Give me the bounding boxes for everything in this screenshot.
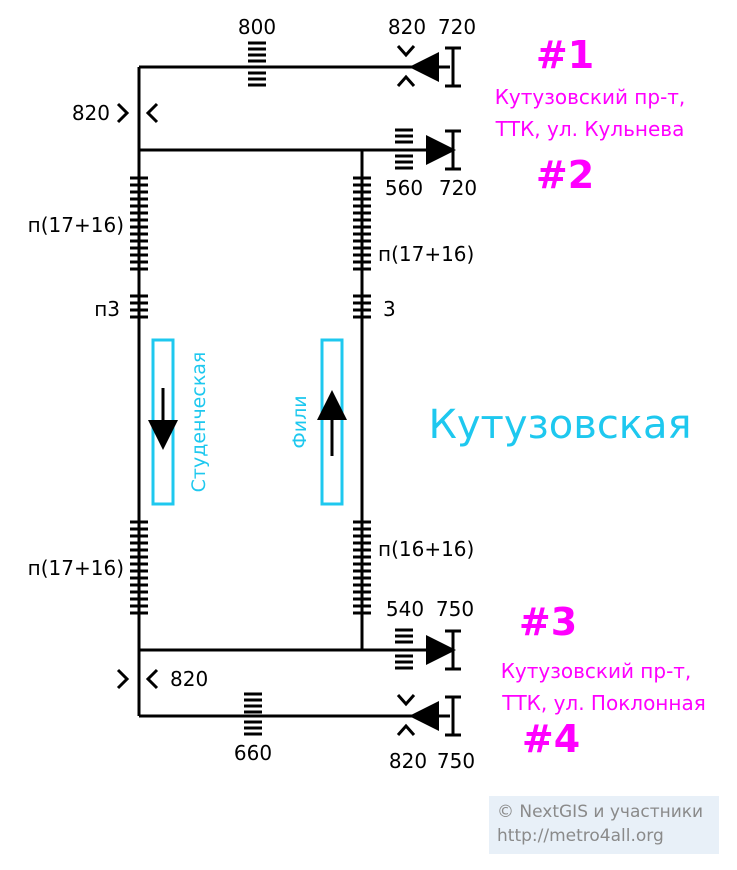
right-short-stairs-icon [353, 294, 371, 319]
exit4-ramp-top-icon [396, 694, 416, 707]
exit1-ramp-label: 820 [388, 15, 426, 39]
exit1-ramp-bottom-icon [396, 74, 416, 87]
exit4-number: #4 [522, 717, 580, 761]
exit4-ramp-label: 820 [389, 749, 427, 773]
exit3-desc-line2: ТТК, ул. Поклонная [501, 691, 706, 715]
top-stairs-icon [248, 41, 266, 87]
exit3-gate-label: 750 [436, 597, 474, 621]
left-ramp-bottom-label: 820 [170, 667, 208, 691]
exit4-ramp-bottom-icon [396, 723, 416, 736]
right-upper-stairs-label: п(17+16) [378, 242, 474, 266]
exit4-gate-label: 750 [437, 749, 475, 773]
credit-copyright: © NextGIS и участники [497, 802, 704, 822]
left-ramp-top-inner-icon [145, 102, 159, 124]
right-platform-box [320, 338, 344, 506]
credit-link[interactable]: http://metro4all.org [497, 826, 664, 846]
exit1-gate-icon [445, 46, 461, 88]
exit4-gate-icon [445, 695, 461, 737]
exit3-stairs-icon [395, 628, 413, 670]
left-lower-stairs-label: п(17+16) [28, 556, 124, 580]
direction-arrows [362, 52, 456, 731]
exit1-gate-label: 720 [438, 15, 476, 39]
left-ramp-bottom-outer-icon [116, 668, 130, 690]
right-upper-stairs-icon [353, 176, 371, 271]
right-lower-stairs-icon [353, 520, 371, 615]
gates [445, 46, 461, 737]
exit3-desc-line1: Кутузовский пр-т, [501, 659, 692, 683]
stairs [130, 41, 413, 736]
left-lower-stairs-icon [130, 520, 148, 615]
left-ramp-top-label: 820 [72, 101, 110, 125]
labels: 800 820 720 820 560 720 п(17+16) п(17+16… [28, 15, 477, 773]
left-platform-label: Студенческая [188, 352, 210, 493]
exit1-desc-line2: ТТК, ул. Кульнева [495, 117, 685, 141]
bottom-stairs-label: 660 [234, 741, 272, 765]
exit2-stairs-label: 560 [385, 176, 423, 200]
exit3-gate-icon [445, 629, 461, 671]
left-upper-stairs-label: п(17+16) [28, 213, 124, 237]
right-lower-stairs-label: п(16+16) [378, 537, 474, 561]
station-name: Кутузовская [428, 402, 691, 448]
exit2-number: #2 [536, 153, 594, 197]
exit2-gate-icon [445, 129, 461, 171]
left-short-stairs-icon [130, 294, 148, 319]
platforms: Студенческая Фили [148, 338, 347, 506]
credit-box: © NextGIS и участники http://metro4all.o… [489, 796, 719, 854]
exit3-stairs-label: 540 [386, 597, 424, 621]
exit1-ramp-top-icon [396, 45, 416, 58]
top-stairs-label: 800 [238, 15, 276, 39]
exits: #1 Кутузовский пр-т, ТТК, ул. Кульнева #… [495, 33, 706, 761]
right-platform-label: Фили [289, 395, 311, 448]
exit2-stairs-icon [395, 128, 413, 170]
exit1-number: #1 [536, 33, 594, 77]
exit1-desc-line1: Кутузовский пр-т, [495, 85, 686, 109]
exit2-gate-label: 720 [439, 176, 477, 200]
left-ramp-top-outer-icon [116, 102, 130, 124]
right-short-stairs-label: 3 [383, 297, 396, 321]
exit3-number: #3 [519, 600, 577, 644]
ramps [116, 45, 416, 736]
left-ramp-bottom-inner-icon [145, 668, 159, 690]
bottom-stairs-icon [244, 692, 262, 736]
left-short-stairs-label: п3 [94, 297, 120, 321]
left-upper-stairs-icon [130, 176, 148, 271]
